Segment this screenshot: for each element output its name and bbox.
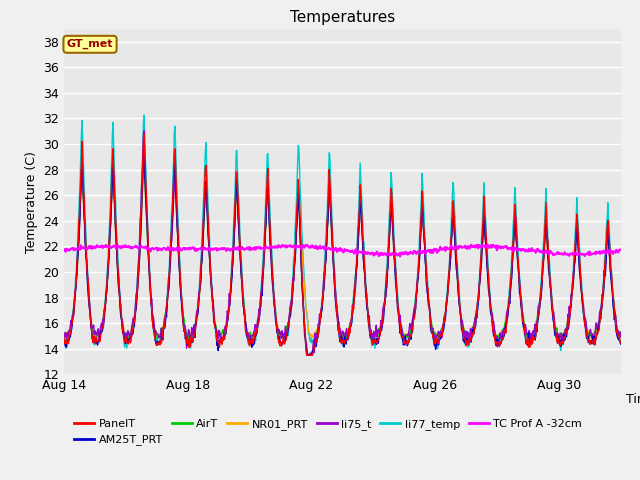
Y-axis label: Temperature (C): Temperature (C) (25, 151, 38, 252)
Legend: PanelT, AM25T_PRT, AirT, NR01_PRT, li75_t, li77_temp, TC Prof A -32cm: PanelT, AM25T_PRT, AirT, NR01_PRT, li75_… (70, 415, 586, 450)
Title: Temperatures: Temperatures (290, 10, 395, 25)
Text: GT_met: GT_met (67, 39, 113, 49)
Text: Time: Time (627, 394, 640, 407)
